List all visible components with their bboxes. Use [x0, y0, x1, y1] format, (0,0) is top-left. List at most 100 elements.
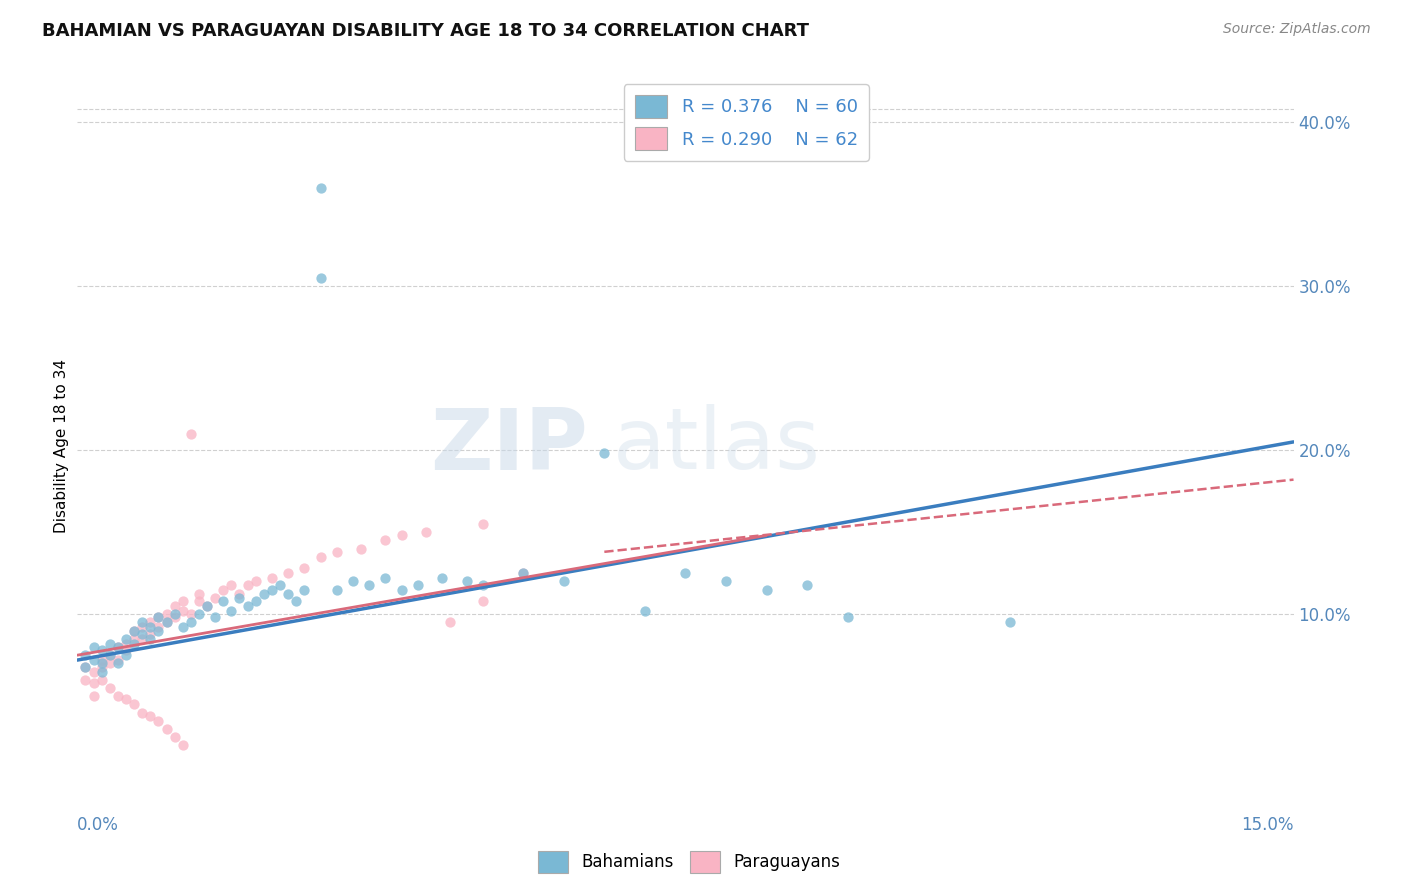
- Point: [253, 587, 276, 601]
- Point: [326, 582, 349, 597]
- Point: [188, 587, 211, 601]
- Point: [714, 574, 737, 589]
- Point: [180, 426, 202, 441]
- Point: [155, 615, 177, 630]
- Point: [139, 709, 162, 723]
- Point: [593, 446, 616, 460]
- Point: [277, 587, 299, 601]
- Point: [148, 624, 170, 638]
- Point: [75, 648, 97, 662]
- Point: [122, 637, 145, 651]
- Point: [148, 610, 170, 624]
- Point: [260, 571, 283, 585]
- Point: [139, 627, 162, 641]
- Point: [115, 643, 138, 657]
- Point: [204, 610, 226, 624]
- Point: [172, 739, 194, 753]
- Point: [107, 653, 129, 667]
- Point: [439, 615, 461, 630]
- Point: [107, 657, 129, 671]
- Point: [98, 657, 121, 671]
- Point: [236, 599, 259, 613]
- Point: [75, 673, 97, 687]
- Point: [553, 574, 575, 589]
- Point: [512, 566, 534, 581]
- Point: [172, 620, 194, 634]
- Point: [131, 627, 153, 641]
- Point: [236, 577, 259, 591]
- Point: [75, 659, 97, 673]
- Point: [260, 582, 283, 597]
- Point: [195, 599, 218, 613]
- Point: [83, 676, 105, 690]
- Point: [155, 615, 177, 630]
- Point: [195, 599, 218, 613]
- Point: [90, 653, 112, 667]
- Point: [122, 624, 145, 638]
- Point: [415, 525, 437, 540]
- Point: [83, 653, 105, 667]
- Point: [148, 610, 170, 624]
- Point: [634, 604, 657, 618]
- Point: [131, 632, 153, 646]
- Point: [512, 566, 534, 581]
- Point: [107, 640, 129, 654]
- Point: [90, 665, 112, 679]
- Y-axis label: Disability Age 18 to 34: Disability Age 18 to 34: [53, 359, 69, 533]
- Point: [309, 180, 332, 194]
- Text: ZIP: ZIP: [430, 404, 588, 488]
- Point: [139, 620, 162, 634]
- Point: [131, 706, 153, 720]
- Point: [277, 566, 299, 581]
- Text: BAHAMIAN VS PARAGUAYAN DISABILITY AGE 18 TO 34 CORRELATION CHART: BAHAMIAN VS PARAGUAYAN DISABILITY AGE 18…: [42, 22, 810, 40]
- Point: [675, 566, 697, 581]
- Point: [115, 637, 138, 651]
- Point: [83, 689, 105, 703]
- Point: [122, 624, 145, 638]
- Point: [350, 541, 373, 556]
- Point: [228, 591, 250, 605]
- Point: [98, 648, 121, 662]
- Point: [391, 582, 413, 597]
- Point: [122, 632, 145, 646]
- Point: [163, 607, 186, 622]
- Point: [131, 615, 153, 630]
- Point: [139, 632, 162, 646]
- Point: [90, 659, 112, 673]
- Point: [456, 574, 478, 589]
- Point: [155, 607, 177, 622]
- Point: [188, 607, 211, 622]
- Point: [122, 698, 145, 712]
- Text: Source: ZipAtlas.com: Source: ZipAtlas.com: [1223, 22, 1371, 37]
- Point: [309, 270, 332, 285]
- Legend: Bahamians, Paraguayans: Bahamians, Paraguayans: [531, 845, 846, 880]
- Point: [163, 599, 186, 613]
- Point: [131, 620, 153, 634]
- Point: [107, 689, 129, 703]
- Point: [342, 574, 364, 589]
- Point: [148, 714, 170, 728]
- Point: [292, 561, 315, 575]
- Point: [309, 549, 332, 564]
- Point: [374, 571, 396, 585]
- Point: [180, 615, 202, 630]
- Point: [374, 533, 396, 548]
- Point: [163, 730, 186, 744]
- Point: [75, 659, 97, 673]
- Point: [212, 582, 235, 597]
- Point: [163, 610, 186, 624]
- Point: [837, 610, 859, 624]
- Point: [212, 594, 235, 608]
- Point: [998, 615, 1021, 630]
- Point: [221, 604, 243, 618]
- Point: [221, 577, 243, 591]
- Point: [180, 607, 202, 622]
- Point: [83, 640, 105, 654]
- Point: [432, 571, 454, 585]
- Point: [326, 545, 349, 559]
- Point: [115, 632, 138, 646]
- Point: [98, 681, 121, 695]
- Point: [98, 637, 121, 651]
- Legend: R = 0.376    N = 60, R = 0.290    N = 62: R = 0.376 N = 60, R = 0.290 N = 62: [624, 84, 869, 161]
- Point: [391, 528, 413, 542]
